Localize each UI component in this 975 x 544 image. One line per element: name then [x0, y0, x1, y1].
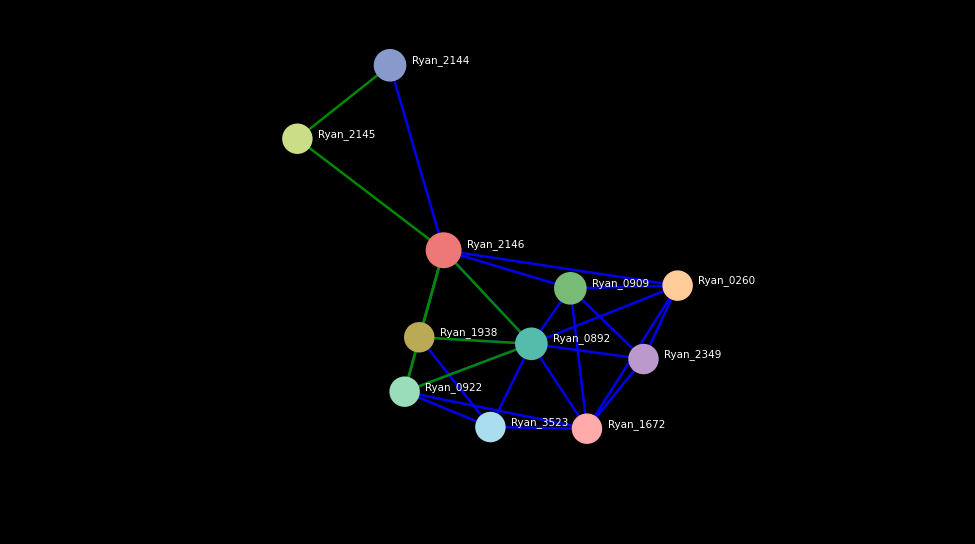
Circle shape: [282, 123, 313, 154]
Circle shape: [515, 327, 548, 360]
Text: Ryan_3523: Ryan_3523: [511, 417, 568, 428]
Circle shape: [475, 412, 506, 442]
Circle shape: [628, 344, 659, 374]
Circle shape: [389, 376, 420, 407]
Text: Ryan_2349: Ryan_2349: [664, 349, 722, 360]
Text: Ryan_0260: Ryan_0260: [698, 276, 756, 287]
Circle shape: [554, 272, 587, 305]
Text: Ryan_0909: Ryan_0909: [592, 278, 649, 289]
Text: Ryan_1672: Ryan_1672: [607, 419, 665, 430]
Text: Ryan_0922: Ryan_0922: [425, 382, 483, 393]
Circle shape: [426, 232, 461, 268]
Text: Ryan_2146: Ryan_2146: [467, 239, 525, 250]
Text: Ryan_2145: Ryan_2145: [318, 129, 375, 140]
Text: Ryan_0892: Ryan_0892: [553, 333, 610, 344]
Circle shape: [373, 49, 407, 82]
Circle shape: [404, 322, 435, 353]
Text: Ryan_2144: Ryan_2144: [411, 55, 469, 66]
Text: Ryan_1938: Ryan_1938: [440, 327, 497, 338]
Circle shape: [662, 270, 693, 301]
Circle shape: [571, 413, 603, 444]
